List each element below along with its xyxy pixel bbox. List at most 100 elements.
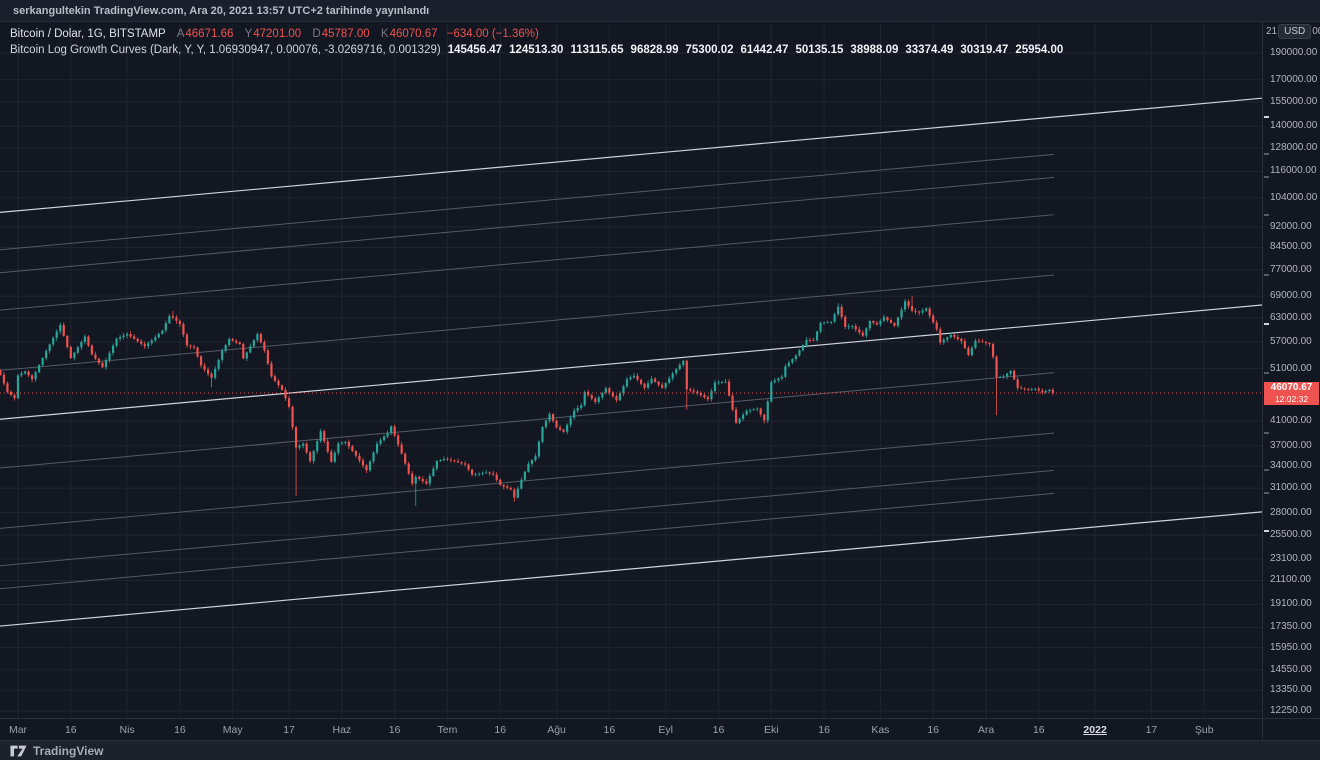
candle-body <box>467 464 470 470</box>
candle-body <box>224 344 227 351</box>
time-scale-label: 16 <box>603 724 616 736</box>
candle-body <box>594 398 597 402</box>
candle-body <box>766 401 769 421</box>
time-scale-label: 16 <box>174 724 186 736</box>
curve-value-tick <box>1264 274 1269 277</box>
candle-body <box>808 339 812 341</box>
candle-body <box>478 473 481 475</box>
candle-body <box>977 340 981 342</box>
candle-body <box>94 354 97 359</box>
candle-body <box>330 451 333 462</box>
candle-body <box>946 337 949 340</box>
candle-body <box>671 373 674 379</box>
candle-body <box>428 476 431 484</box>
candle-body <box>506 486 509 489</box>
candle-body <box>13 395 16 399</box>
candle-body <box>622 386 625 394</box>
brand-name[interactable]: TradingView <box>33 743 104 758</box>
candle-body <box>516 488 519 498</box>
candle-body <box>368 461 372 471</box>
candle-body <box>442 459 446 461</box>
candle-body <box>541 426 544 442</box>
candle-body <box>463 463 467 465</box>
candle-body <box>925 308 928 311</box>
candle-body <box>298 445 301 448</box>
candle-body <box>1006 373 1009 377</box>
candle-body <box>115 338 118 346</box>
candle-body <box>185 334 189 346</box>
candle-body <box>639 379 643 384</box>
candle-body <box>196 347 199 357</box>
candle-body <box>210 373 213 378</box>
candle-body <box>87 336 90 346</box>
candle-body <box>270 363 273 377</box>
candle-body <box>752 409 755 411</box>
candle-body <box>523 471 526 480</box>
curve-value-tick <box>1264 469 1269 472</box>
chart-area[interactable]: Bitcoin / Dolar, 1G, BITSTAMP A46671.66 … <box>0 22 1262 718</box>
candle-body <box>742 414 745 419</box>
candle-body <box>875 322 878 325</box>
candle-body <box>453 460 456 462</box>
candle-body <box>815 331 819 341</box>
candle-body <box>252 340 255 347</box>
top-price-left: 21 <box>1266 25 1278 37</box>
candle-body <box>537 441 541 457</box>
price-scale[interactable]: 21 USD 00 46070.67 12:02:32 190000.00 170… <box>1262 22 1320 718</box>
candle-body <box>583 391 586 406</box>
growth-curve-minor <box>0 153 1055 251</box>
candle-body <box>967 348 970 355</box>
candle-body <box>323 431 326 442</box>
candle-body <box>284 389 287 399</box>
candle-body <box>618 393 622 401</box>
price-scale-label: 17350.00 <box>1270 621 1312 633</box>
candle-body <box>147 343 150 347</box>
candle-body <box>654 378 657 382</box>
candle-body <box>400 444 403 454</box>
time-scale-label: 16 <box>712 724 725 736</box>
candle-body <box>963 341 966 349</box>
time-scale-label: 16 <box>64 724 77 736</box>
candle-body <box>6 383 9 392</box>
candle-body <box>203 365 206 370</box>
curve-value-tick <box>1264 322 1269 325</box>
time-scale[interactable]: Mar 16 Nis 16 May 17 Haz 16 Tem 16 Ağu 16 Eyl 16 Eki 16… <box>0 718 1262 740</box>
candle-body <box>960 339 963 342</box>
candle-body <box>682 360 685 365</box>
price-scale-label: 116000.00 <box>1270 165 1317 177</box>
time-scale-label: Tem <box>437 724 458 736</box>
candle-body <box>981 341 984 343</box>
growth-curve-minor <box>0 372 1055 469</box>
candle-body <box>678 364 681 370</box>
candle-body <box>354 451 358 456</box>
candle-body <box>837 306 840 315</box>
candle-body <box>918 311 921 313</box>
chart-pane[interactable] <box>0 22 1262 718</box>
candle-body <box>794 355 798 360</box>
candle-body <box>530 460 534 464</box>
candle-body <box>168 316 171 324</box>
tradingview-logo-icon[interactable] <box>10 744 27 757</box>
candle-body <box>861 332 864 336</box>
candle-body <box>189 345 192 347</box>
price-scale-label: 13350.00 <box>1270 684 1312 696</box>
candle-body <box>59 324 62 332</box>
candle-body <box>1051 389 1054 394</box>
candle-body <box>1027 389 1030 390</box>
growth-curves <box>0 97 1262 627</box>
growth-curve-minor <box>0 176 1055 274</box>
currency-usd-button[interactable]: USD <box>1278 23 1312 39</box>
candle-body <box>872 321 875 323</box>
candle-body <box>337 443 340 453</box>
candle-body <box>914 310 917 312</box>
candle-body <box>717 382 720 384</box>
price-scale-label: 128000.00 <box>1270 141 1318 153</box>
candle-body <box>826 322 829 323</box>
candle-body <box>928 308 931 316</box>
price-scale-label: 140000.00 <box>1270 120 1318 132</box>
candle-body <box>520 479 523 489</box>
price-scale-label: 92000.00 <box>1270 221 1312 233</box>
time-scale-label: Kas <box>871 724 890 736</box>
candle-body <box>294 427 298 448</box>
price-scale-label: 15950.00 <box>1270 641 1312 653</box>
